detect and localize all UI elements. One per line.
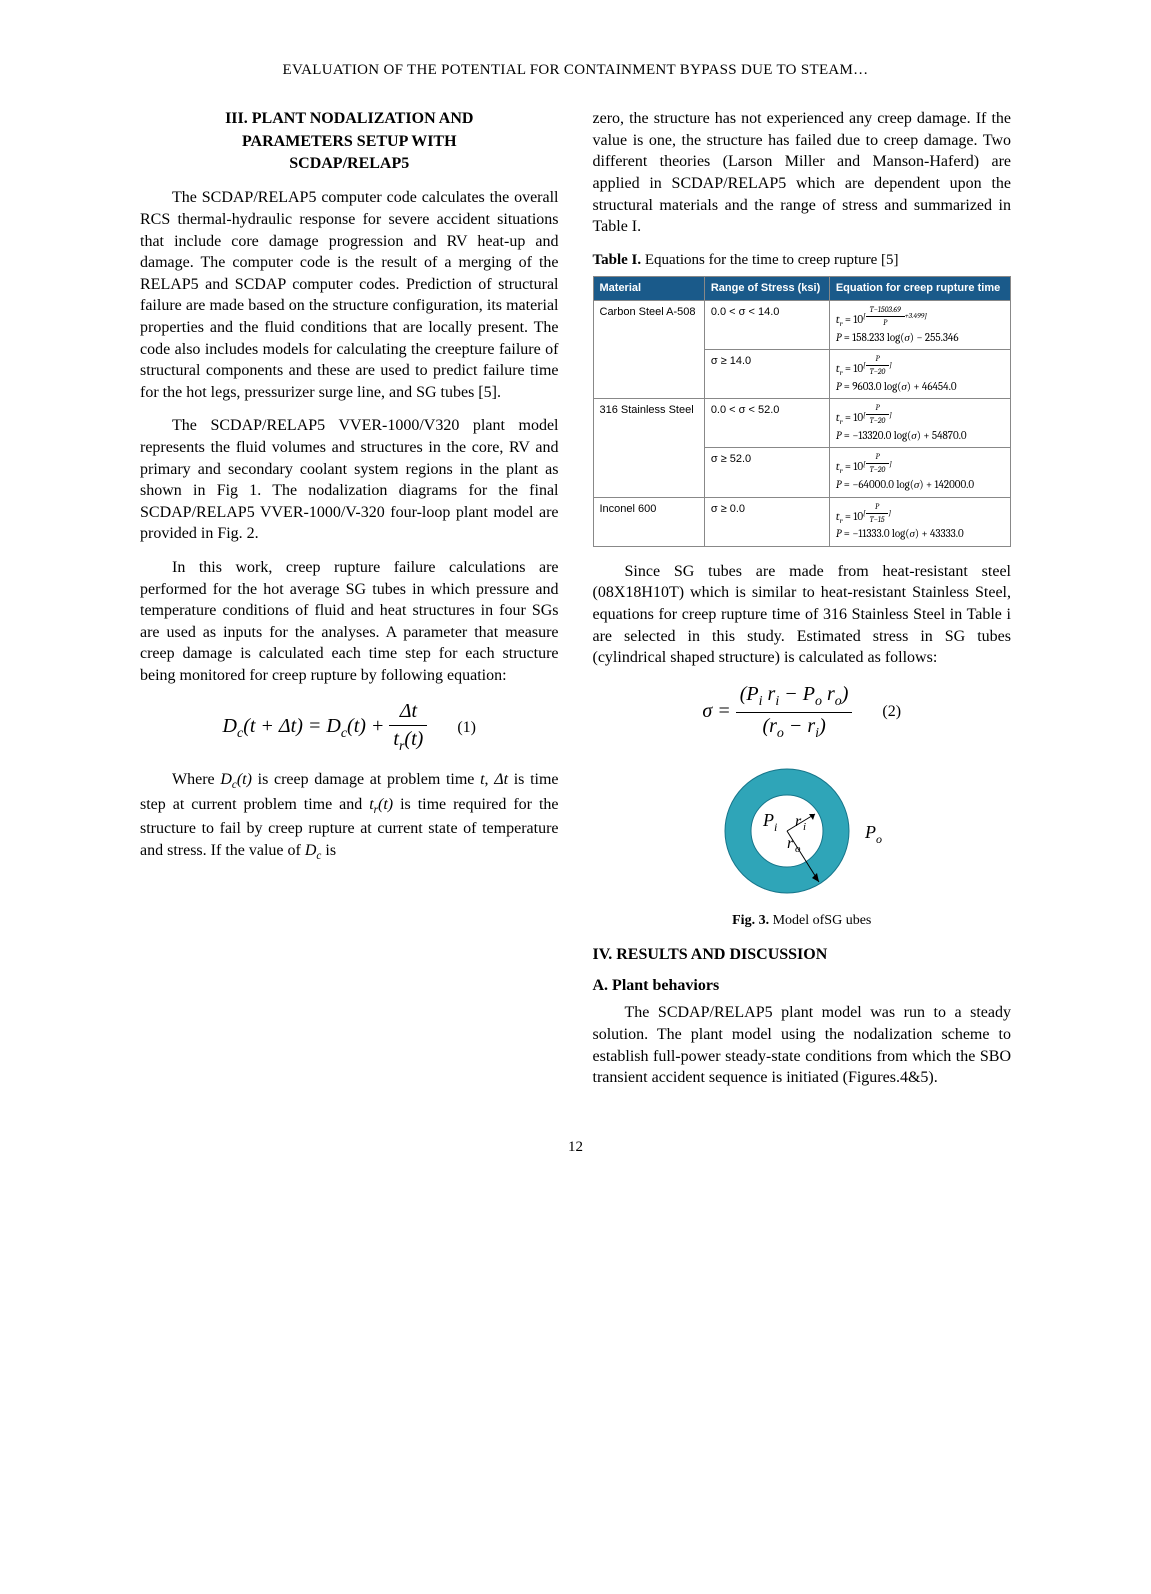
svg-text:i: i — [774, 820, 777, 834]
svg-text:o: o — [876, 832, 882, 846]
cell-range: σ ≥ 52.0 — [704, 448, 829, 497]
cell-material: Inconel 600 — [593, 497, 704, 546]
table-header-row: Material Range of Stress (ksi) Equation … — [593, 277, 1011, 301]
cell-material: 316 Stainless Steel — [593, 399, 704, 497]
section-3-title: III. PLANT NODALIZATION AND PARAMETERS S… — [140, 108, 559, 175]
figure-3-caption: Fig. 3. Model ofSG ubes — [593, 912, 1012, 931]
th-range: Range of Stress (ksi) — [704, 277, 829, 301]
para-2: The SCDAP/RELAP5 VVER-1000/V320 plant mo… — [140, 415, 559, 545]
svg-text:r: r — [795, 813, 802, 830]
figure-3-ring: P i P o r i r o — [687, 756, 917, 906]
equation-2: σ = (Pi ri − Po ro) (ro − ri) (2) — [593, 681, 1012, 744]
th-equation: Equation for creep rupture time — [829, 277, 1010, 301]
para-3: In this work, creep rupture failure calc… — [140, 557, 559, 687]
cell-equation: tr = 10[PT−15] P = −11333.0 log(σ) + 433… — [829, 497, 1010, 546]
sec3-line3: SCDAP/RELAP5 — [289, 155, 409, 172]
eq2-number: (2) — [882, 701, 901, 723]
fig3-caption-bold: Fig. 3. — [732, 913, 769, 928]
p4b: is creep damage at problem time — [252, 771, 480, 788]
cell-range: 0.0 < σ < 52.0 — [704, 399, 829, 448]
table-row: 316 Stainless Steel 0.0 < σ < 52.0 tr = … — [593, 399, 1011, 448]
para-5: zero, the structure has not experienced … — [593, 108, 1012, 238]
table-1-caption-text: Equations for the time to creep rupture … — [641, 252, 898, 268]
cell-range: σ ≥ 0.0 — [704, 497, 829, 546]
table-row: Inconel 600 σ ≥ 0.0 tr = 10[PT−15] P = −… — [593, 497, 1011, 546]
sec3-line2: PARAMETERS SETUP WITH — [242, 133, 457, 150]
eq1-body: Dc(t + Δt) = Dc(t) + Δt tr(t) — [223, 698, 428, 757]
equation-1: Dc(t + Δt) = Dc(t) + Δt tr(t) (1) — [140, 698, 559, 757]
para-1: The SCDAP/RELAP5 computer code calculate… — [140, 187, 559, 403]
svg-text:r: r — [787, 835, 794, 852]
cell-equation: tr = 10[PT−20] P = −13320.0 log(σ) + 548… — [829, 399, 1010, 448]
svg-text:i: i — [803, 821, 806, 833]
table-row: Carbon Steel A-508 0.0 < σ < 14.0 tr = 1… — [593, 300, 1011, 349]
para-7: The SCDAP/RELAP5 plant model was run to … — [593, 1002, 1012, 1088]
para-6: Since SG tubes are made from heat-resist… — [593, 561, 1012, 669]
page-number: 12 — [140, 1137, 1011, 1157]
p4f: is — [321, 842, 336, 859]
cell-equation: tr = 10[PT−20] P = −64000.0 log(σ) + 142… — [829, 448, 1010, 497]
p4a: Where — [172, 771, 220, 788]
cell-range: σ ≥ 14.0 — [704, 350, 829, 399]
eq2-body: σ = (Pi ri − Po ro) (ro − ri) — [702, 681, 852, 744]
eq1-number: (1) — [457, 717, 476, 739]
right-column: zero, the structure has not experienced … — [593, 108, 1012, 1101]
svg-text:P: P — [864, 822, 876, 842]
left-column: III. PLANT NODALIZATION AND PARAMETERS S… — [140, 108, 559, 1101]
section-4-title: IV. RESULTS AND DISCUSSION — [593, 944, 1012, 966]
svg-text:P: P — [762, 810, 774, 830]
fig3-caption-text: Model ofSG ubes — [769, 913, 871, 928]
th-material: Material — [593, 277, 704, 301]
running-head: EVALUATION OF THE POTENTIAL FOR CONTAINM… — [140, 60, 1011, 80]
table-creep-rupture: Material Range of Stress (ksi) Equation … — [593, 276, 1012, 547]
subsection-a-title: A. Plant behaviors — [593, 975, 1012, 997]
para-4: Where Dc(t) is creep damage at problem t… — [140, 769, 559, 863]
table-1-caption-bold: Table I. — [593, 252, 642, 268]
p4c: , — [485, 771, 495, 788]
cell-range: 0.0 < σ < 14.0 — [704, 300, 829, 349]
table-1-caption: Table I. Equations for the time to creep… — [593, 250, 1012, 270]
cell-equation: tr = 10[PT−20] P = 9603.0 log(σ) + 46454… — [829, 350, 1010, 399]
two-column-layout: III. PLANT NODALIZATION AND PARAMETERS S… — [140, 108, 1011, 1101]
cell-material: Carbon Steel A-508 — [593, 300, 704, 398]
cell-equation: tr = 10[T−1503.69P+3.499] P = 158.233 lo… — [829, 300, 1010, 349]
sec3-line1: III. PLANT NODALIZATION AND — [225, 110, 473, 127]
